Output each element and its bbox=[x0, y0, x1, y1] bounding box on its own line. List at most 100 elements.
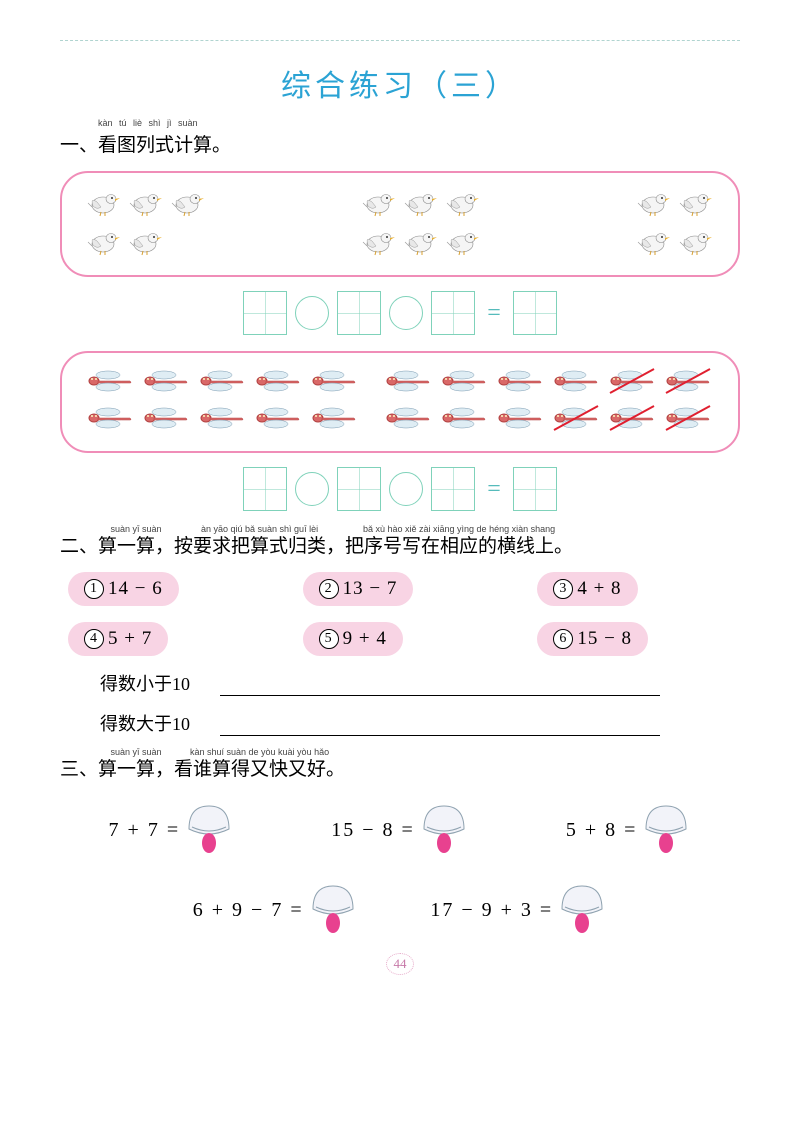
answer-line-lt10: 得数小于10 bbox=[100, 670, 740, 696]
dragonfly-crossed-icon bbox=[608, 367, 658, 400]
calc-expr: 17 − 9 + 3 = bbox=[430, 899, 553, 922]
dragonfly-crossed-icon bbox=[552, 404, 602, 437]
pill-number: 2 bbox=[319, 579, 339, 599]
dragonfly-group-1 bbox=[86, 367, 360, 437]
section2-chunk-1: àn yāo qiú bǎ suàn shì guī lèi按要求把算式归类， bbox=[174, 536, 345, 557]
answer-blank[interactable] bbox=[220, 674, 660, 696]
answer-box[interactable] bbox=[431, 291, 475, 335]
answer-box[interactable] bbox=[337, 467, 381, 511]
birds-box bbox=[60, 171, 740, 277]
section3-number: 三、 bbox=[60, 759, 98, 780]
section3-row1: 7 + 7 = 15 − 8 = 5 + 8 = bbox=[60, 795, 740, 865]
page-number: 44 bbox=[386, 953, 414, 975]
dragonfly-group-2 bbox=[384, 367, 714, 437]
operator-circle[interactable] bbox=[389, 472, 423, 506]
pill-2: 213 − 7 bbox=[303, 572, 414, 606]
dragonfly-icon bbox=[310, 404, 360, 437]
bird-icon bbox=[446, 226, 480, 261]
bird-icon bbox=[171, 187, 205, 222]
operator-circle[interactable] bbox=[295, 472, 329, 506]
dragonfly-icon bbox=[384, 404, 434, 437]
section2-chunk-0: suàn yī suàn算一算， bbox=[98, 536, 174, 557]
bird-icon bbox=[87, 187, 121, 222]
pill-expr: 13 − 7 bbox=[343, 578, 398, 600]
bird-icon bbox=[129, 226, 163, 261]
answer-blank[interactable] bbox=[220, 714, 660, 736]
pill-5: 59 + 4 bbox=[303, 622, 403, 656]
bird-icon bbox=[362, 226, 396, 261]
page-number-wrap: 44 bbox=[60, 953, 740, 975]
dragonfly-crossed-icon bbox=[608, 404, 658, 437]
section3-chunk-0: suàn yī suàn算一算， bbox=[98, 759, 174, 780]
dragonfly-icon bbox=[198, 404, 248, 437]
dragonfly-icon bbox=[440, 367, 490, 400]
mushroom-icon[interactable] bbox=[184, 801, 234, 859]
pill-number: 4 bbox=[84, 629, 104, 649]
worksheet-page: 综合练习（三） kàn tú liè shì jì suàn 一、看图列式计算。 bbox=[0, 0, 800, 995]
pill-4: 45 + 7 bbox=[68, 622, 168, 656]
operator-circle[interactable] bbox=[389, 296, 423, 330]
mushroom-icon[interactable] bbox=[641, 801, 691, 859]
calc-item: 17 − 9 + 3 = bbox=[430, 875, 607, 945]
operator-circle[interactable] bbox=[295, 296, 329, 330]
answer-line-gt10: 得数大于10 bbox=[100, 710, 740, 736]
dragonfly-icon bbox=[552, 367, 602, 400]
answer-box[interactable] bbox=[513, 467, 557, 511]
answer-box[interactable] bbox=[243, 291, 287, 335]
pill-expr: 5 + 7 bbox=[108, 628, 152, 650]
dragonfly-box bbox=[60, 351, 740, 453]
answer-box[interactable] bbox=[513, 291, 557, 335]
section1-pinyin: kàn tú liè shì jì suàn bbox=[98, 118, 198, 128]
equals-sign: = bbox=[483, 300, 505, 327]
section2-number: 二、 bbox=[60, 536, 98, 557]
section2-chunk-2: bǎ xù hào xiě zài xiāng yìng de héng xià… bbox=[345, 536, 573, 557]
pill-expr: 15 − 8 bbox=[577, 628, 632, 650]
bird-icon bbox=[679, 226, 713, 261]
calc-item: 5 + 8 = bbox=[566, 795, 692, 865]
bird-icon bbox=[87, 226, 121, 261]
pill-number: 1 bbox=[84, 579, 104, 599]
dragonfly-crossed-icon bbox=[664, 404, 714, 437]
bird-icon bbox=[679, 187, 713, 222]
dragonfly-icon bbox=[142, 367, 192, 400]
calc-expr: 7 + 7 = bbox=[109, 819, 181, 842]
calc-item: 7 + 7 = bbox=[109, 795, 235, 865]
answer-box[interactable] bbox=[243, 467, 287, 511]
pill-1: 114 − 6 bbox=[68, 572, 179, 606]
answer-box[interactable] bbox=[431, 467, 475, 511]
calc-expr: 5 + 8 = bbox=[566, 819, 638, 842]
dragonfly-row bbox=[86, 367, 714, 437]
dragonfly-icon bbox=[384, 367, 434, 400]
pill-6: 615 − 8 bbox=[537, 622, 648, 656]
pill-number: 3 bbox=[553, 579, 573, 599]
dragonfly-icon bbox=[254, 367, 304, 400]
dragonfly-icon bbox=[254, 404, 304, 437]
section2-heading: 二、suàn yī suàn算一算，àn yāo qiú bǎ suàn shì… bbox=[60, 531, 740, 558]
pill-expr: 14 − 6 bbox=[108, 578, 163, 600]
dragonfly-icon bbox=[142, 404, 192, 437]
section1-number: 一、 bbox=[60, 135, 98, 156]
bird-group-1 bbox=[86, 187, 206, 261]
page-title: 综合练习（三） bbox=[60, 61, 740, 105]
answer-box[interactable] bbox=[337, 291, 381, 335]
bird-icon bbox=[446, 187, 480, 222]
bird-icon bbox=[362, 187, 396, 222]
bird-icon bbox=[129, 187, 163, 222]
top-border bbox=[60, 40, 740, 41]
mushroom-icon[interactable] bbox=[419, 801, 469, 859]
mushroom-icon[interactable] bbox=[557, 881, 607, 939]
equation-row-1: = bbox=[60, 291, 740, 335]
bird-group-2 bbox=[361, 187, 481, 261]
dragonfly-icon bbox=[86, 404, 136, 437]
answer-label: 得数小于10 bbox=[100, 670, 210, 696]
calc-item: 15 − 8 = bbox=[331, 795, 469, 865]
dragonfly-icon bbox=[440, 404, 490, 437]
bird-icon bbox=[404, 226, 438, 261]
pill-number: 6 bbox=[553, 629, 573, 649]
pill-3: 34 + 8 bbox=[537, 572, 637, 606]
mushroom-icon[interactable] bbox=[308, 881, 358, 939]
dragonfly-icon bbox=[86, 367, 136, 400]
pill-expr: 9 + 4 bbox=[343, 628, 387, 650]
section3-row2: 6 + 9 − 7 = 17 − 9 + 3 = bbox=[60, 875, 740, 945]
bird-icon bbox=[637, 187, 671, 222]
